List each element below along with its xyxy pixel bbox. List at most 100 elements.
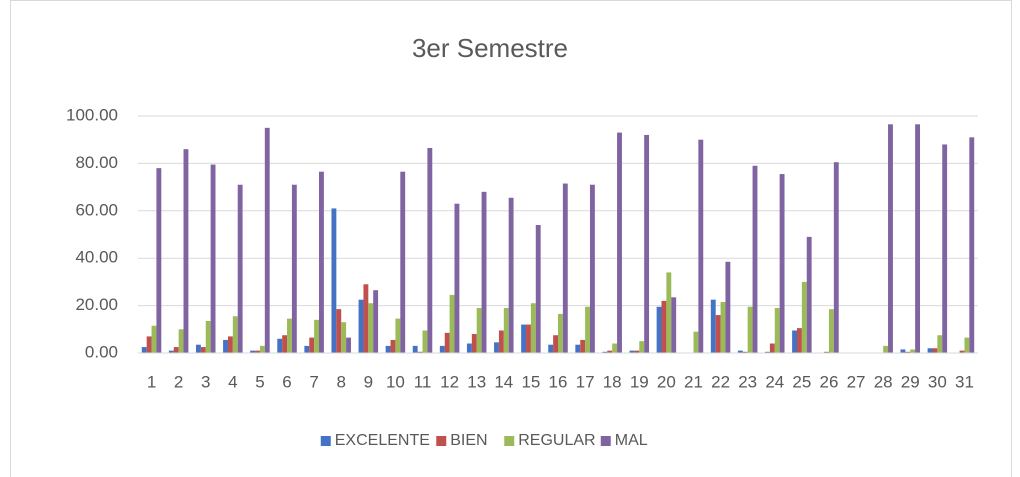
bar bbox=[146, 336, 152, 353]
bar bbox=[526, 324, 531, 353]
y-tick-label: 0.00 bbox=[85, 342, 118, 361]
bar bbox=[400, 171, 406, 353]
x-tick-label: 7 bbox=[309, 372, 318, 391]
bar bbox=[368, 303, 374, 353]
bar bbox=[237, 184, 243, 353]
bar bbox=[173, 347, 179, 353]
bar bbox=[644, 134, 650, 353]
bar bbox=[264, 127, 270, 353]
bar bbox=[548, 344, 554, 353]
legend-label: BIEN bbox=[450, 432, 487, 449]
x-tick-label: 28 bbox=[874, 372, 893, 391]
bar bbox=[494, 342, 499, 353]
x-tick-label: 2 bbox=[174, 372, 183, 391]
bar bbox=[769, 343, 775, 353]
bar bbox=[535, 225, 541, 353]
bar bbox=[671, 297, 677, 353]
bar bbox=[471, 334, 477, 353]
bar bbox=[828, 309, 834, 353]
bar bbox=[883, 345, 889, 353]
bar bbox=[580, 339, 586, 353]
x-tick-label: 24 bbox=[765, 372, 784, 391]
bar bbox=[558, 313, 563, 353]
x-tick-label: 5 bbox=[255, 372, 264, 391]
x-tick-label: 20 bbox=[657, 372, 676, 391]
x-tick-label: 4 bbox=[228, 372, 237, 391]
bar bbox=[412, 345, 418, 353]
bar bbox=[314, 319, 320, 353]
x-tick-label: 17 bbox=[576, 372, 595, 391]
bar bbox=[824, 351, 829, 353]
bar bbox=[779, 174, 785, 353]
bar bbox=[833, 162, 839, 353]
bar bbox=[417, 351, 423, 353]
bar bbox=[439, 345, 445, 353]
bar bbox=[454, 203, 460, 353]
bar bbox=[427, 147, 433, 353]
x-tick-label: 26 bbox=[820, 372, 839, 391]
bar bbox=[634, 350, 640, 353]
bar bbox=[373, 290, 379, 353]
bar bbox=[698, 139, 704, 353]
bar bbox=[585, 306, 590, 353]
bar bbox=[661, 300, 667, 353]
x-tick-label: 13 bbox=[467, 372, 486, 391]
bar bbox=[309, 337, 315, 353]
x-tick-label: 15 bbox=[521, 372, 540, 391]
x-tick-label: 3 bbox=[201, 372, 210, 391]
bar bbox=[168, 350, 174, 353]
bar bbox=[629, 350, 635, 353]
bar bbox=[693, 331, 699, 353]
bar bbox=[259, 345, 265, 353]
bar bbox=[562, 183, 568, 353]
bar bbox=[747, 306, 753, 353]
x-tick-label: 29 bbox=[901, 372, 920, 391]
chart-title: 3er Semestre bbox=[412, 33, 568, 63]
bar bbox=[927, 348, 933, 353]
bar bbox=[737, 350, 743, 353]
x-tick-label: 27 bbox=[847, 372, 866, 391]
bar bbox=[390, 339, 396, 353]
bar bbox=[151, 325, 157, 353]
bar bbox=[656, 306, 662, 353]
bar bbox=[612, 343, 618, 353]
bar bbox=[742, 351, 748, 353]
x-tick-label: 19 bbox=[630, 372, 649, 391]
bar bbox=[607, 350, 613, 353]
bar bbox=[277, 338, 283, 353]
x-tick-label: 22 bbox=[711, 372, 730, 391]
bar bbox=[589, 184, 595, 353]
bar bbox=[617, 132, 622, 353]
x-tick-label: 8 bbox=[336, 372, 345, 391]
bar bbox=[503, 307, 509, 353]
x-tick-label: 23 bbox=[738, 372, 757, 391]
bar bbox=[385, 345, 391, 353]
bar bbox=[287, 318, 292, 353]
bar bbox=[752, 165, 758, 353]
bar bbox=[319, 171, 324, 353]
bar bbox=[422, 330, 428, 353]
bar bbox=[720, 302, 726, 353]
bar bbox=[905, 351, 911, 353]
legend-swatch bbox=[436, 436, 447, 446]
legend-swatch bbox=[504, 436, 515, 446]
x-tick-label: 9 bbox=[364, 372, 373, 391]
y-tick-label: 20.00 bbox=[75, 295, 118, 314]
bar bbox=[725, 261, 731, 353]
x-tick-label: 6 bbox=[282, 372, 291, 391]
bar bbox=[178, 329, 184, 353]
x-tick-label: 16 bbox=[549, 372, 568, 391]
bar bbox=[806, 236, 812, 353]
x-tick-label: 30 bbox=[928, 372, 947, 391]
bar bbox=[195, 344, 201, 353]
bar bbox=[964, 337, 970, 353]
bar bbox=[346, 337, 351, 353]
x-tick-label: 21 bbox=[684, 372, 703, 391]
bar bbox=[796, 328, 802, 353]
bar bbox=[792, 330, 797, 353]
bar bbox=[250, 350, 256, 353]
bar bbox=[937, 335, 943, 353]
bar bbox=[255, 350, 260, 353]
legend-swatch bbox=[320, 436, 331, 446]
bar bbox=[291, 184, 297, 353]
